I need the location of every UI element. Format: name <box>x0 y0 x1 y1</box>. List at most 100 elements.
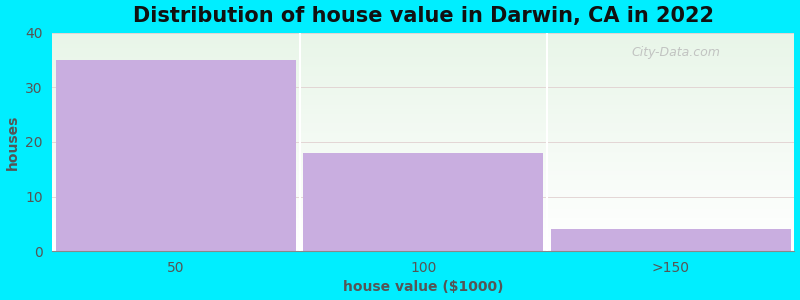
Bar <box>53 82 794 83</box>
Y-axis label: houses: houses <box>6 114 19 169</box>
Bar <box>53 199 794 200</box>
Bar <box>53 39 794 40</box>
Bar <box>53 224 794 225</box>
Bar <box>53 226 794 227</box>
Bar <box>53 247 794 248</box>
Bar <box>53 238 794 239</box>
Bar <box>53 158 794 159</box>
Bar <box>53 69 794 70</box>
Bar <box>53 246 794 247</box>
Bar <box>53 100 794 101</box>
Bar <box>53 56 794 57</box>
Bar <box>53 168 794 169</box>
Bar <box>53 88 794 89</box>
Bar <box>53 119 794 120</box>
Bar <box>53 248 794 249</box>
Bar <box>53 171 794 172</box>
Bar <box>53 55 794 56</box>
Bar <box>53 147 794 148</box>
Bar <box>53 86 794 87</box>
Bar <box>53 192 794 193</box>
Bar <box>53 125 794 127</box>
Bar <box>53 112 794 113</box>
Bar <box>53 120 794 121</box>
Bar <box>53 76 794 77</box>
Bar <box>53 179 794 180</box>
Bar <box>53 103 794 104</box>
Bar <box>53 203 794 204</box>
Bar <box>53 152 794 153</box>
Bar <box>53 169 794 170</box>
Bar <box>53 111 794 112</box>
Bar <box>53 205 794 206</box>
Bar <box>53 85 794 86</box>
Text: City-Data.com: City-Data.com <box>631 46 720 59</box>
Bar <box>53 40 794 41</box>
Bar <box>53 107 794 108</box>
Bar <box>53 89 794 91</box>
Bar <box>53 188 794 189</box>
Bar <box>53 62 794 63</box>
Title: Distribution of house value in Darwin, CA in 2022: Distribution of house value in Darwin, C… <box>133 6 714 26</box>
Bar <box>53 156 794 157</box>
Bar <box>53 181 794 182</box>
Bar <box>53 167 794 168</box>
Bar <box>53 150 794 151</box>
Bar <box>53 223 794 224</box>
Bar <box>53 130 794 131</box>
Bar <box>53 63 794 64</box>
Bar <box>53 193 794 194</box>
Bar <box>53 194 794 195</box>
Bar <box>53 204 794 205</box>
Bar <box>53 51 794 52</box>
Bar <box>53 191 794 192</box>
Bar <box>53 162 794 163</box>
Bar <box>53 236 794 237</box>
Bar <box>53 87 794 88</box>
Bar <box>53 101 794 103</box>
Bar <box>53 136 794 137</box>
Bar <box>53 217 794 218</box>
Bar <box>53 116 794 117</box>
Bar <box>53 244 794 246</box>
Bar <box>53 71 794 72</box>
Bar <box>53 64 794 65</box>
Bar <box>53 123 794 124</box>
Bar <box>53 164 794 165</box>
Bar <box>53 180 794 181</box>
Bar <box>53 79 794 80</box>
Bar <box>53 165 794 166</box>
Bar <box>53 250 794 251</box>
Bar <box>53 110 794 111</box>
Bar <box>56 60 296 251</box>
Bar <box>53 222 794 223</box>
Bar <box>53 225 794 226</box>
Bar <box>53 239 794 240</box>
Bar <box>551 229 790 251</box>
Bar <box>53 178 794 179</box>
Bar <box>53 60 794 61</box>
Bar <box>53 131 794 132</box>
Bar <box>53 129 794 130</box>
Bar <box>53 155 794 156</box>
Bar <box>53 216 794 217</box>
Bar <box>53 230 794 232</box>
Bar <box>53 106 794 107</box>
Bar <box>53 134 794 135</box>
Bar <box>53 49 794 50</box>
Bar <box>53 96 794 97</box>
Bar <box>53 249 794 250</box>
Bar <box>53 84 794 85</box>
Bar <box>53 67 794 68</box>
Bar <box>53 94 794 95</box>
Bar <box>53 33 794 34</box>
Bar <box>53 235 794 236</box>
Bar <box>53 241 794 242</box>
Bar <box>53 53 794 55</box>
Bar <box>53 99 794 101</box>
Bar <box>53 234 794 235</box>
Bar <box>53 38 794 39</box>
Bar <box>53 108 794 109</box>
Bar <box>53 91 794 92</box>
Bar <box>53 218 794 220</box>
